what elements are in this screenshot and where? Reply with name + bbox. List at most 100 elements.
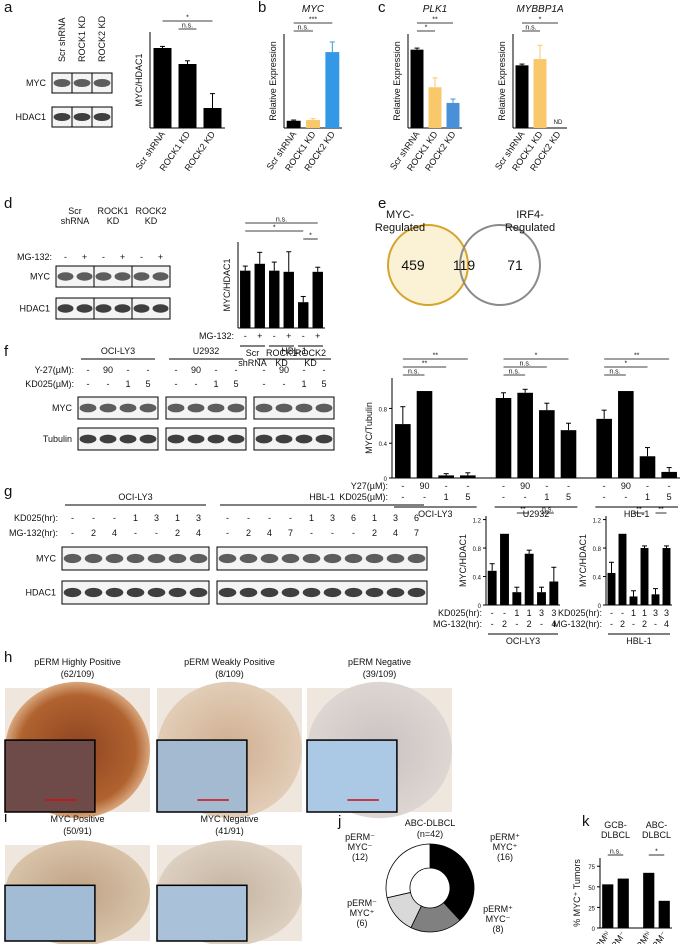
y-tick-label: 25 xyxy=(588,906,595,912)
blot-band xyxy=(239,553,258,564)
y-tick-label: 0 xyxy=(592,927,596,933)
blot-band xyxy=(95,272,112,281)
lane-label: ROCK1 KD xyxy=(77,15,87,62)
bar xyxy=(325,52,340,129)
blot-band xyxy=(218,553,237,564)
condition-value: - xyxy=(502,492,505,502)
bar xyxy=(560,430,577,478)
image-count: (39/109) xyxy=(363,669,397,679)
significance-label: ** xyxy=(658,507,664,514)
blot-band xyxy=(79,403,97,413)
y-tick-label: 50 xyxy=(588,886,595,892)
bar xyxy=(178,64,197,128)
condition-value: - xyxy=(64,252,67,262)
condition-value: 90 xyxy=(103,365,113,375)
blot-band xyxy=(255,434,273,444)
group-label: KD xyxy=(145,216,158,226)
condition-value: 90 xyxy=(621,481,631,491)
condition-value: 90 xyxy=(419,481,429,491)
bar xyxy=(629,596,638,605)
blot-band xyxy=(93,79,111,87)
bar xyxy=(517,392,533,478)
panel-letter: f xyxy=(4,343,9,360)
chart-title: (n=42) xyxy=(417,829,443,839)
condition-value: - xyxy=(503,608,506,618)
group-label: shRNA xyxy=(61,216,90,226)
blot-band xyxy=(275,403,293,413)
condition-value: 1 xyxy=(645,492,650,502)
bar xyxy=(495,398,512,478)
condition-value: - xyxy=(624,492,627,502)
blot-band xyxy=(147,553,166,564)
blot-band xyxy=(168,553,187,564)
condition-value: - xyxy=(71,528,74,538)
blot-band xyxy=(84,587,103,598)
blot-band xyxy=(73,113,91,121)
blot-band xyxy=(260,553,279,564)
blot-box xyxy=(253,427,335,451)
condition-value: - xyxy=(610,619,613,629)
significance-label: * xyxy=(273,225,276,232)
blot-box xyxy=(253,396,335,420)
blot-band xyxy=(407,587,426,598)
condition-value: + xyxy=(286,331,291,341)
blot-box xyxy=(77,427,159,451)
condition-value: - xyxy=(445,481,448,491)
condition-value: - xyxy=(140,252,143,262)
blot-band xyxy=(63,587,82,598)
condition-value: 4 xyxy=(196,528,201,538)
bar xyxy=(661,471,677,478)
blot-band xyxy=(227,434,245,444)
condition-value: 5 xyxy=(233,379,238,389)
group-label: OCI-LY3 xyxy=(418,509,452,519)
bar xyxy=(524,553,534,605)
condition-value: - xyxy=(331,528,334,538)
condition-label: MG-132(hr): xyxy=(553,619,602,629)
group-label: KD xyxy=(304,358,317,368)
condition-value: 5 xyxy=(465,492,470,502)
significance-label: n.s. xyxy=(542,507,553,514)
condition-value: 4 xyxy=(393,528,398,538)
blot-band xyxy=(323,587,342,598)
blot-band xyxy=(99,403,117,413)
y-tick-label: 75 xyxy=(588,865,595,871)
y-tick-label: 0.8 xyxy=(593,547,602,553)
image-title: pERM Highly Positive xyxy=(34,657,121,667)
image-count: (41/91) xyxy=(215,826,244,836)
lane-label: ROCK2 KD xyxy=(97,15,107,62)
condition-value: 3 xyxy=(393,513,398,523)
blot-box xyxy=(131,265,171,288)
significance-label: ** xyxy=(422,361,428,368)
blot-band xyxy=(365,553,384,564)
blot-band xyxy=(295,434,313,444)
blot-band xyxy=(126,587,145,598)
group-label: HBL-1 xyxy=(624,509,650,519)
y-axis-label: MYC/HDAC1 xyxy=(222,258,232,311)
group-label: HBL-1 xyxy=(309,492,335,502)
group-label: OCI-LY3 xyxy=(101,346,135,356)
image-count: (62/109) xyxy=(61,669,95,679)
donut-segment xyxy=(429,843,475,921)
bar xyxy=(269,270,280,328)
bar xyxy=(658,900,670,928)
blot-band xyxy=(239,587,258,598)
blot-band xyxy=(386,553,405,564)
significance-label: n.s. xyxy=(182,23,193,30)
condition-value: 1 xyxy=(514,608,519,618)
value-label: ND xyxy=(554,120,563,126)
condition-label: KD025(hr): xyxy=(438,608,482,618)
condition-value: - xyxy=(289,513,292,523)
condition-value: 2 xyxy=(91,528,96,538)
condition-value: 7 xyxy=(414,528,419,538)
y-tick-label: 1.2 xyxy=(473,519,482,525)
condition-value: - xyxy=(268,513,271,523)
condition-value: 4 xyxy=(664,619,669,629)
condition-label: KD025(hr): xyxy=(558,608,602,618)
row-label: HDAC1 xyxy=(25,588,56,598)
blot-band xyxy=(302,553,321,564)
condition-value: 1 xyxy=(372,513,377,523)
row-label: MYC xyxy=(52,403,73,413)
y-tick-label: 0.8 xyxy=(473,547,482,553)
blot-band xyxy=(255,403,273,413)
